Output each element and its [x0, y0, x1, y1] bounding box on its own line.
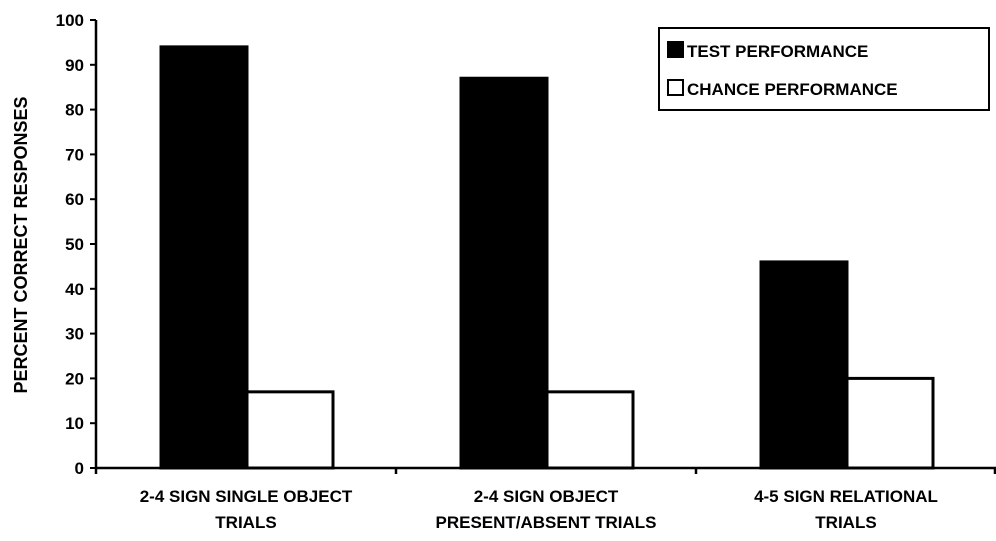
- legend-swatch-chance: [667, 79, 684, 96]
- bar-chance-2: [545, 390, 635, 470]
- y-tick-label: 40: [65, 280, 84, 299]
- bar-test-1: [159, 45, 249, 470]
- x-category-label-line: PRESENT/ABSENT TRIALS: [435, 513, 656, 532]
- y-tick-label: 30: [65, 325, 84, 344]
- x-category-label-line: 2-4 SIGN OBJECT: [474, 487, 619, 506]
- x-category-label: 2-4 SIGN OBJECT PRESENT/ABSENT TRIALS: [435, 487, 656, 532]
- y-tick-label: 70: [65, 145, 84, 164]
- y-tick-label: 100: [56, 11, 84, 30]
- y-tick-label: 60: [65, 190, 84, 209]
- bar-chance-3: [845, 376, 935, 470]
- x-category-label: 2-4 SIGN SINGLE OBJECT TRIALS: [140, 487, 353, 532]
- y-axis-label-group: PERCENT CORRECT RESPONSES: [11, 96, 31, 393]
- legend: TEST PERFORMANCE CHANCE PERFORMANCE: [658, 27, 990, 111]
- category-labels: 2-4 SIGN SINGLE OBJECT TRIALS 2-4 SIGN OBJ…: [140, 487, 938, 532]
- bars: [159, 45, 935, 470]
- x-category-label-line: 4-5 SIGN RELATIONAL: [754, 487, 938, 506]
- legend-label-test: TEST PERFORMANCE: [687, 42, 868, 61]
- y-tick-label: 50: [65, 235, 84, 254]
- x-category-label-line: TRIALS: [815, 513, 876, 532]
- legend-label-chance: CHANCE PERFORMANCE: [687, 80, 898, 99]
- bar-chance-1: [245, 390, 335, 470]
- y-tick-label: 0: [75, 459, 84, 478]
- bar-test-2: [459, 76, 549, 470]
- y-axis-label: PERCENT CORRECT RESPONSES: [11, 96, 31, 393]
- x-category-label: 4-5 SIGN RELATIONAL TRIALS: [754, 487, 938, 532]
- y-tick-label: 20: [65, 369, 84, 388]
- y-tick-label: 80: [65, 101, 84, 120]
- legend-box: [658, 27, 990, 111]
- y-tick-label: 10: [65, 414, 84, 433]
- x-category-label-line: 2-4 SIGN SINGLE OBJECT: [140, 487, 353, 506]
- axes: [94, 20, 996, 474]
- y-axis-ticks: 0 10 20 30 40 50 60 70 80 90 100: [56, 11, 96, 478]
- legend-swatch-test: [667, 41, 684, 58]
- bar-test-3: [759, 260, 849, 470]
- y-tick-label: 90: [65, 56, 84, 75]
- x-category-label-line: TRIALS: [215, 513, 276, 532]
